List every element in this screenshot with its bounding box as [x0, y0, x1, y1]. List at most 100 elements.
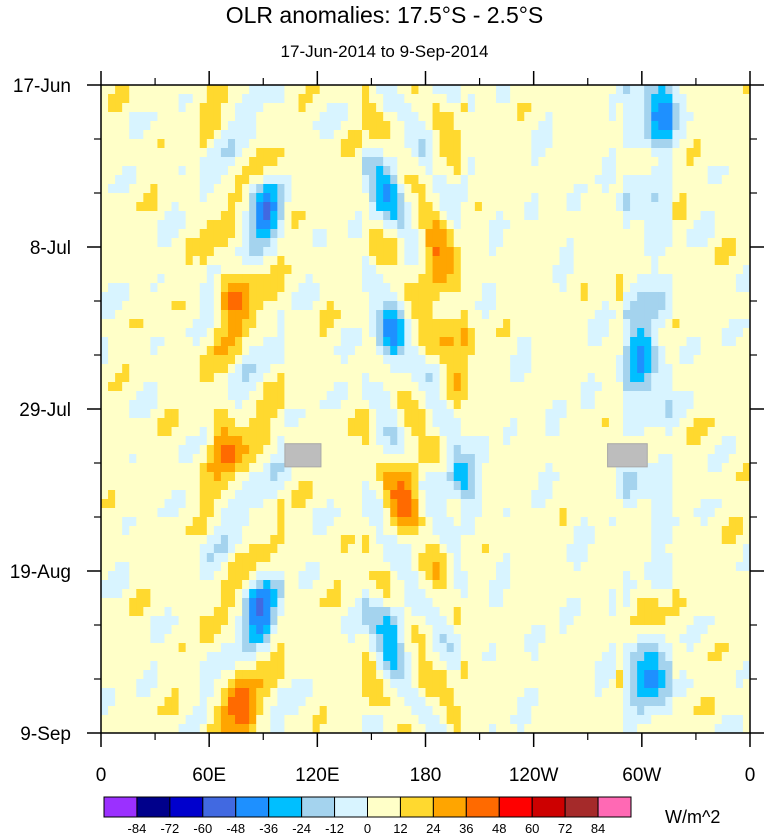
field-cell	[277, 310, 286, 320]
field-cell	[594, 454, 603, 464]
field-cell	[354, 355, 363, 365]
field-cell	[199, 193, 208, 203]
field-cell	[488, 391, 497, 401]
field-cell	[559, 553, 568, 563]
field-cell	[594, 265, 603, 275]
field-cell	[333, 193, 342, 203]
field-cell	[545, 427, 554, 437]
field-cell	[573, 355, 582, 365]
field-cell	[185, 517, 194, 527]
field-cell	[101, 418, 109, 428]
anomaly-field	[101, 85, 750, 733]
field-cell	[157, 229, 166, 239]
field-cell	[284, 355, 293, 365]
field-cell	[453, 301, 462, 311]
field-cell	[686, 94, 695, 104]
field-cell	[524, 553, 532, 563]
field-cell	[362, 445, 370, 455]
field-cell	[242, 319, 250, 329]
field-cell	[129, 400, 137, 410]
field-cell	[425, 391, 434, 401]
field-cell	[686, 499, 695, 509]
field-cell	[644, 265, 652, 275]
field-cell	[333, 274, 342, 284]
field-cell	[496, 427, 504, 437]
field-cell	[651, 418, 659, 428]
field-cell	[517, 418, 525, 428]
field-cell	[185, 130, 194, 140]
field-cell	[227, 436, 236, 446]
field-cell	[453, 337, 462, 347]
field-cell	[164, 499, 173, 509]
field-cell	[256, 310, 264, 320]
field-cell	[658, 319, 666, 329]
field-cell	[615, 256, 624, 266]
field-cell	[524, 544, 532, 554]
field-cell	[340, 112, 349, 122]
field-cell	[735, 85, 744, 95]
field-cell	[601, 517, 610, 527]
field-cell	[404, 265, 412, 275]
field-cell	[383, 436, 391, 446]
field-cell	[150, 364, 159, 374]
field-cell	[672, 256, 681, 266]
field-cell	[199, 544, 208, 554]
field-cell	[742, 283, 750, 293]
field-cell	[108, 229, 116, 239]
field-cell	[700, 202, 709, 212]
field-cell	[608, 319, 617, 329]
field-cell	[439, 463, 448, 473]
field-cell	[397, 400, 405, 410]
field-cell	[573, 409, 582, 419]
field-cell	[623, 247, 631, 257]
field-cell	[524, 517, 532, 527]
field-cell	[171, 229, 180, 239]
field-cell	[651, 229, 659, 239]
field-cell	[601, 265, 610, 275]
field-cell	[305, 355, 314, 365]
field-cell	[171, 427, 180, 437]
field-cell	[566, 292, 575, 302]
field-cell	[326, 400, 335, 410]
field-cell	[467, 382, 476, 392]
field-cell	[418, 283, 427, 293]
field-cell	[418, 184, 427, 194]
field-cell	[291, 418, 300, 428]
field-cell	[446, 418, 455, 428]
field-cell	[312, 508, 321, 518]
field-cell	[291, 400, 300, 410]
field-cell	[291, 265, 300, 275]
field-cell	[312, 148, 321, 158]
field-cell	[552, 346, 561, 356]
field-cell	[728, 463, 737, 473]
field-cell	[496, 283, 504, 293]
field-cell	[397, 166, 405, 176]
field-cell	[439, 436, 448, 446]
field-cell	[411, 220, 420, 230]
field-cell	[333, 382, 342, 392]
field-cell	[164, 445, 173, 455]
field-cell	[108, 220, 116, 230]
field-cell	[305, 139, 314, 149]
field-cell	[263, 571, 271, 581]
field-cell	[326, 283, 335, 293]
field-cell	[637, 373, 645, 383]
field-cell	[164, 391, 173, 401]
field-cell	[728, 121, 737, 131]
field-cell	[213, 265, 222, 275]
field-cell	[397, 310, 405, 320]
field-cell	[235, 85, 243, 95]
field-cell	[277, 472, 286, 482]
field-cell	[354, 148, 363, 158]
field-cell	[630, 526, 638, 536]
field-cell	[531, 373, 539, 383]
field-cell	[665, 427, 673, 437]
field-cell	[700, 526, 709, 536]
field-cell	[326, 355, 335, 365]
field-cell	[573, 103, 582, 113]
field-cell	[185, 490, 194, 500]
field-cell	[390, 166, 398, 176]
field-cell	[192, 436, 201, 446]
field-cell	[531, 184, 539, 194]
field-cell	[538, 157, 547, 167]
